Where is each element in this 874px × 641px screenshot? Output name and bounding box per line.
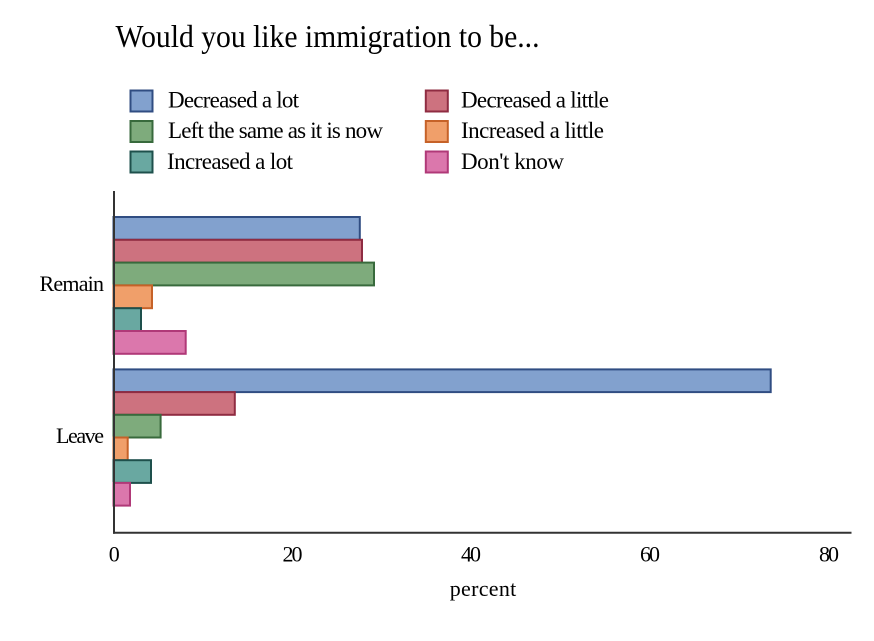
svg-text:Decreased a little: Decreased a little	[461, 87, 609, 112]
svg-text:Increased a lot: Increased a lot	[167, 149, 294, 174]
svg-text:Would you like immigration to: Would you like immigration to be...	[116, 19, 540, 54]
svg-text:60: 60	[640, 542, 660, 567]
svg-text:20: 20	[283, 542, 303, 567]
svg-text:0: 0	[109, 542, 120, 567]
svg-text:Increased a little: Increased a little	[461, 118, 604, 143]
svg-text:Leave: Leave	[56, 423, 104, 448]
svg-text:40: 40	[461, 542, 481, 567]
svg-text:percent: percent	[450, 576, 517, 601]
svg-text:Left the same as it is now: Left the same as it is now	[168, 118, 383, 143]
svg-text:Don't know: Don't know	[461, 149, 564, 174]
svg-text:Decreased a lot: Decreased a lot	[168, 87, 300, 112]
svg-text:Remain: Remain	[40, 271, 105, 296]
svg-text:80: 80	[819, 542, 839, 567]
